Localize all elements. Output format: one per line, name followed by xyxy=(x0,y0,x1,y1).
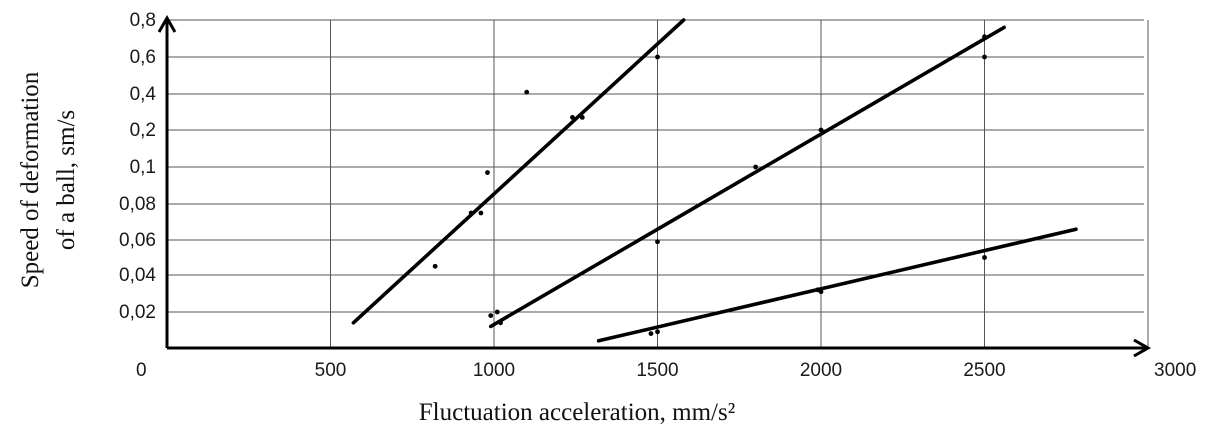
data-point-1-5 xyxy=(524,89,530,95)
data-point-1-3 xyxy=(478,210,484,216)
data-point-2-4 xyxy=(655,239,660,245)
y-tick-label-3: 0,08 xyxy=(119,194,156,215)
x-tick-label-3000: 3000 xyxy=(1154,360,1196,381)
data-point-3-5 xyxy=(982,255,987,260)
data-point-1-2 xyxy=(468,210,474,216)
data-point-2-8 xyxy=(982,34,987,40)
fit-line-3 xyxy=(596,227,1078,343)
x-axis-title: Fluctuation acceleration, mm/s² xyxy=(419,399,735,426)
y-tick-label-0: 0,02 xyxy=(119,302,156,323)
data-point-2-7 xyxy=(982,54,987,60)
data-point-3-2 xyxy=(655,329,660,335)
y-tick-label-6: 0,4 xyxy=(130,84,157,105)
x-tick-label-2500: 2500 xyxy=(963,360,1005,381)
data-point-1-8 xyxy=(655,54,660,60)
x-tick-label-1000: 1000 xyxy=(473,360,515,381)
x-tick-label-2000: 2000 xyxy=(800,360,842,381)
data-point-2-6 xyxy=(818,127,824,133)
y-tick-label-2: 0,06 xyxy=(119,230,156,251)
data-point-2-2 xyxy=(494,309,500,315)
data-points xyxy=(432,34,987,336)
y-tick-label-8: 0,8 xyxy=(130,10,156,31)
data-point-1-1 xyxy=(432,263,438,269)
y-tick-labels: 0,02 0,04 0,06 0,08 0,1 0,2 0,4 0,6 0,8 xyxy=(119,10,156,323)
y-axis-title: Speed of deformation of a ball, sm/s xyxy=(17,71,80,288)
x-tick-label-origin: 0 xyxy=(136,360,147,381)
data-point-2-1 xyxy=(488,313,494,318)
y-tick-label-1: 0,04 xyxy=(119,265,156,286)
data-point-2-5 xyxy=(753,164,758,170)
x-tick-label-500: 500 xyxy=(315,360,347,381)
x-axis-arrow xyxy=(1133,338,1152,358)
data-point-1-6 xyxy=(570,115,575,120)
x-tick-label-1500: 1500 xyxy=(636,360,678,381)
fit-line-2 xyxy=(488,25,1006,329)
data-point-2-3 xyxy=(498,320,503,326)
x-tick-labels: 0 500 1000 1500 2000 2500 3000 xyxy=(136,360,1196,381)
y-axis-arrow xyxy=(157,14,177,33)
fit-line-1 xyxy=(351,18,686,325)
y-tick-label-5: 0,2 xyxy=(130,120,156,141)
y-axis-title-line-1: Speed of deformation xyxy=(17,71,44,288)
grid-lines xyxy=(167,19,1149,348)
data-point-1-7 xyxy=(579,115,585,120)
data-point-3-1 xyxy=(648,331,654,336)
y-tick-label-7: 0,6 xyxy=(130,47,156,68)
axes xyxy=(157,14,1152,358)
y-axis-title-line-2: of a ball, sm/s xyxy=(53,110,80,250)
y-tick-label-4: 0,1 xyxy=(130,157,156,178)
data-point-3-4 xyxy=(818,289,824,295)
data-point-1-4 xyxy=(485,170,490,175)
fit-lines xyxy=(351,18,1078,343)
